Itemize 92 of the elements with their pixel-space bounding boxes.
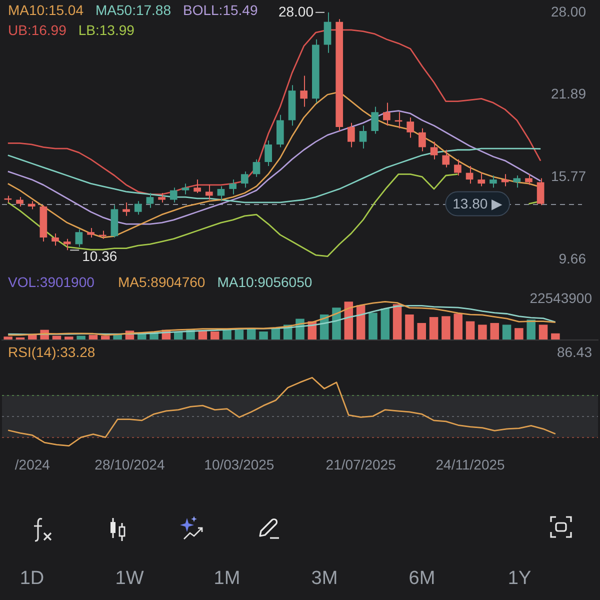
text: 6M: [408, 568, 436, 590]
annotation: 28.00: [278, 3, 314, 20]
candlestick: [52, 232, 59, 246]
bar: [442, 316, 450, 340]
bar: [210, 331, 220, 340]
text: 1Y: [506, 568, 532, 590]
bar: [392, 304, 402, 340]
annotation: 22543900: [530, 290, 592, 306]
candlestick: [229, 179, 236, 195]
chart-title: VOL:3901900: [8, 273, 94, 291]
candlestick: [525, 174, 532, 186]
x-tick-label: 21/07/2025: [326, 456, 396, 472]
candlestick: [205, 184, 213, 200]
bar: [454, 314, 462, 340]
bar: [526, 320, 536, 340]
text: 1W: [114, 568, 145, 590]
candlestick: [536, 178, 544, 206]
candlestick: [75, 228, 83, 248]
bar: [490, 322, 499, 340]
candlestick: [478, 172, 486, 187]
bar: [234, 330, 244, 340]
candlestick: [122, 202, 130, 216]
bar: [101, 336, 110, 340]
text: 86.43: [556, 344, 592, 360]
bar: [222, 330, 232, 340]
candlestick: [264, 140, 272, 167]
bar: [380, 308, 390, 340]
text: UB:16.99: [8, 21, 66, 39]
candlestick: [63, 238, 71, 251]
x-tick-label: 10/03/2025: [204, 456, 274, 472]
bar: [429, 317, 438, 340]
text: MA5:8904760: [118, 273, 206, 291]
y-tick-label: 28.00: [550, 3, 586, 20]
candlestick: [240, 170, 248, 188]
text: RSI(14):33.28: [8, 343, 96, 361]
bar: [538, 324, 548, 340]
bar: [405, 314, 414, 340]
candlestick: [16, 196, 24, 207]
y-tick-label: 9.66: [558, 250, 586, 266]
text: BOLL:15.49: [183, 1, 258, 19]
bar: [64, 336, 74, 340]
bar: [332, 308, 341, 340]
bar: [466, 321, 475, 340]
candlestick: [170, 187, 178, 203]
candlestick: [134, 200, 142, 216]
bar: [4, 336, 12, 340]
text: 1D: [18, 568, 46, 590]
y-tick-label: 21.89: [550, 86, 586, 102]
candlestick: [418, 128, 426, 152]
candlestick: [394, 112, 402, 129]
bar: [502, 324, 512, 340]
candlestick: [348, 122, 355, 148]
candlestick: [87, 228, 94, 238]
bar: [368, 312, 378, 340]
bar: [514, 328, 524, 340]
y-tick-label: 15.77: [550, 168, 586, 184]
candlestick: [442, 149, 450, 168]
candlestick: [490, 174, 497, 188]
candlestick: [217, 186, 225, 202]
candlestick: [252, 158, 260, 178]
candlestick: [158, 192, 166, 203]
candlestick: [454, 158, 462, 176]
ref-line-label: 13.80 ▶: [452, 196, 503, 212]
candlestick: [324, 12, 332, 54]
candlestick: [383, 102, 390, 126]
candlestick: [359, 125, 367, 150]
candlestick: [406, 117, 414, 138]
text: MA10:9056050: [217, 273, 312, 291]
bar: [356, 305, 366, 340]
bar: [478, 324, 487, 340]
candlestick: [513, 174, 521, 188]
candlestick: [371, 106, 379, 134]
candlestick: [146, 192, 154, 208]
bar: [52, 336, 62, 340]
candlestick: [300, 75, 308, 108]
bar: [551, 333, 560, 340]
annotation: 10.36: [82, 248, 118, 264]
text: MA50:17.88: [96, 1, 171, 19]
x-tick-label: 24/11/2025: [436, 456, 506, 472]
candlestick: [182, 183, 190, 195]
bar: [76, 336, 86, 340]
bar: [259, 331, 268, 340]
x-tick-label: 28/10/2024: [94, 456, 165, 472]
text: LB:13.99: [78, 21, 134, 39]
text: 1M: [212, 568, 242, 590]
text: 3M: [310, 568, 339, 590]
candlestick: [430, 141, 438, 160]
candlestick: [194, 179, 201, 194]
x-tick-label: /2024: [14, 456, 50, 472]
text: MA10:15.04: [8, 1, 84, 19]
bar: [417, 322, 426, 340]
candlestick: [466, 166, 474, 184]
